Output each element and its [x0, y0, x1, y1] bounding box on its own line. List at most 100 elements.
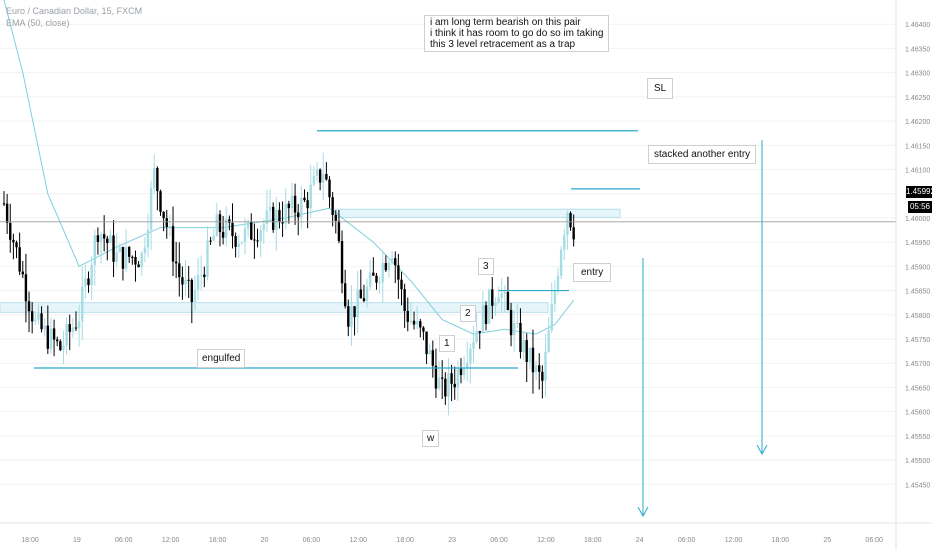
- price-tick-label: 1.45600: [905, 410, 930, 417]
- candle-body: [381, 262, 384, 283]
- thesis-line-3: this 3 level retracement as a trap: [430, 39, 576, 50]
- candle-body: [159, 191, 162, 212]
- sl-label[interactable]: SL: [647, 78, 674, 99]
- candle-body: [24, 274, 28, 302]
- candle-body: [362, 298, 366, 301]
- candle-body: [259, 230, 262, 242]
- candle-body: [93, 235, 96, 265]
- candle-body: [553, 289, 557, 304]
- wave-label-2[interactable]: 2: [460, 305, 476, 322]
- candle-body: [178, 263, 181, 278]
- candle-body: [309, 184, 312, 209]
- candle-body: [444, 378, 447, 397]
- candle-body: [71, 327, 75, 332]
- candle-body: [512, 322, 516, 336]
- wave-label-w[interactable]: w: [422, 430, 440, 447]
- time-axis: 18:00 19 06:00 12:00 18:00 20 06:00 12:00 18:00 2…: [0, 522, 932, 544]
- entry-label[interactable]: entry: [573, 263, 612, 282]
- candle-body: [459, 367, 463, 376]
- candle-body: [334, 214, 337, 221]
- price-tick-label: 1.45500: [905, 458, 930, 465]
- candle-body: [328, 179, 331, 198]
- candle-body: [406, 310, 409, 322]
- candle-body: [65, 324, 68, 346]
- time-tick-label: 12:00: [725, 537, 743, 544]
- candle-body: [109, 235, 112, 244]
- candle-body: [206, 240, 209, 277]
- candle-body: [365, 286, 369, 301]
- candle-body: [193, 289, 197, 302]
- candle-body: [153, 168, 156, 188]
- candle-body: [190, 279, 193, 302]
- price-tick-label: 1.46250: [905, 95, 930, 102]
- candle-body: [9, 222, 12, 240]
- candle-body: [534, 365, 538, 373]
- candle-body: [256, 240, 259, 242]
- candle-body: [84, 278, 87, 287]
- candle-body: [491, 289, 494, 306]
- candle-body: [431, 350, 435, 366]
- candle-body: [30, 311, 34, 322]
- candle-body: [522, 340, 525, 353]
- price-tick-label: 1.45650: [905, 385, 930, 392]
- candle-body: [68, 324, 71, 332]
- candle-body: [250, 221, 253, 240]
- candle-body: [134, 256, 137, 265]
- wave-label-3[interactable]: 3: [478, 258, 494, 275]
- symbol-title: Euro / Canadian Dollar, 15, FXCM: [6, 6, 143, 16]
- candle-body: [287, 203, 291, 209]
- candle-body: [359, 289, 363, 299]
- thesis-note[interactable]: i am long term bearish on this pair i th…: [424, 15, 610, 52]
- candle-body: [343, 283, 347, 307]
- candle-body: [422, 327, 425, 332]
- candle-body: [218, 214, 222, 233]
- candle-body: [137, 264, 140, 268]
- candle-body: [469, 348, 472, 364]
- candle-body: [441, 377, 444, 379]
- projection-arrows: [637, 140, 768, 518]
- candle-body: [325, 173, 328, 180]
- candle-body: [81, 286, 84, 322]
- candle-body: [375, 275, 378, 283]
- zone-2: [0, 302, 549, 313]
- price-tick-label: 1.45700: [905, 361, 930, 368]
- candle-body: [300, 197, 303, 218]
- candle-body: [243, 228, 247, 243]
- price-tick-label: 1.46150: [905, 143, 930, 150]
- candle-body: [572, 227, 575, 240]
- candle-body: [275, 209, 278, 230]
- candle-body: [306, 200, 309, 209]
- candle-body: [40, 313, 43, 330]
- candle-body: [353, 306, 356, 318]
- candle-body: [102, 234, 106, 239]
- candle-body: [500, 293, 503, 298]
- wave-label-1[interactable]: 1: [439, 335, 455, 352]
- time-tick-label: 06:00: [865, 537, 883, 544]
- candle-body: [146, 229, 150, 248]
- candle-body: [494, 302, 497, 306]
- time-tick-label: 23: [448, 537, 456, 544]
- candle-body: [128, 247, 131, 257]
- candle-body: [347, 306, 350, 327]
- candle-body: [453, 383, 456, 388]
- candle-body: [340, 241, 344, 284]
- candle-body: [21, 271, 24, 275]
- price-tick-label: 1.46000: [905, 216, 930, 223]
- candle-body: [34, 319, 37, 322]
- engulfed-label[interactable]: engulfed: [197, 349, 246, 368]
- stacked-entry-label[interactable]: stacked another entry: [648, 145, 757, 164]
- time-tick-label: 20: [261, 537, 269, 544]
- candle-body: [369, 272, 372, 287]
- candle-body: [303, 197, 306, 201]
- price-tick-label: 1.45550: [905, 434, 930, 441]
- chart-legend: Euro / Canadian Dollar, 15, FXCM EMA (50…: [6, 5, 142, 29]
- arrow-head: [756, 444, 768, 456]
- candle-body: [484, 305, 488, 324]
- candle-body: [315, 169, 319, 176]
- time-tick-label: 24: [636, 537, 644, 544]
- candle-body: [356, 289, 359, 318]
- candle-body: [415, 321, 419, 325]
- candle-body: [140, 253, 143, 268]
- price-tick-label: 1.45450: [905, 482, 930, 489]
